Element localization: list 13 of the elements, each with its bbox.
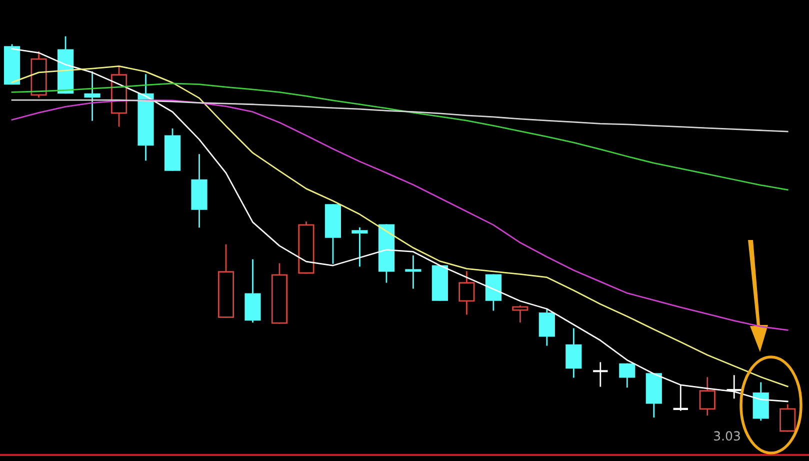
candlestick (352, 227, 368, 267)
text: 3.03 (714, 431, 740, 441)
candlestick (538, 309, 555, 346)
candlestick (780, 404, 796, 432)
candlestick (405, 255, 422, 289)
candlestick (566, 328, 582, 378)
candlestick (512, 305, 528, 323)
candlestick (458, 271, 475, 315)
candlestick (619, 363, 636, 388)
candlestick (84, 71, 100, 121)
candlestick (592, 362, 609, 387)
candlestick (726, 375, 743, 399)
candlestick (699, 377, 716, 416)
